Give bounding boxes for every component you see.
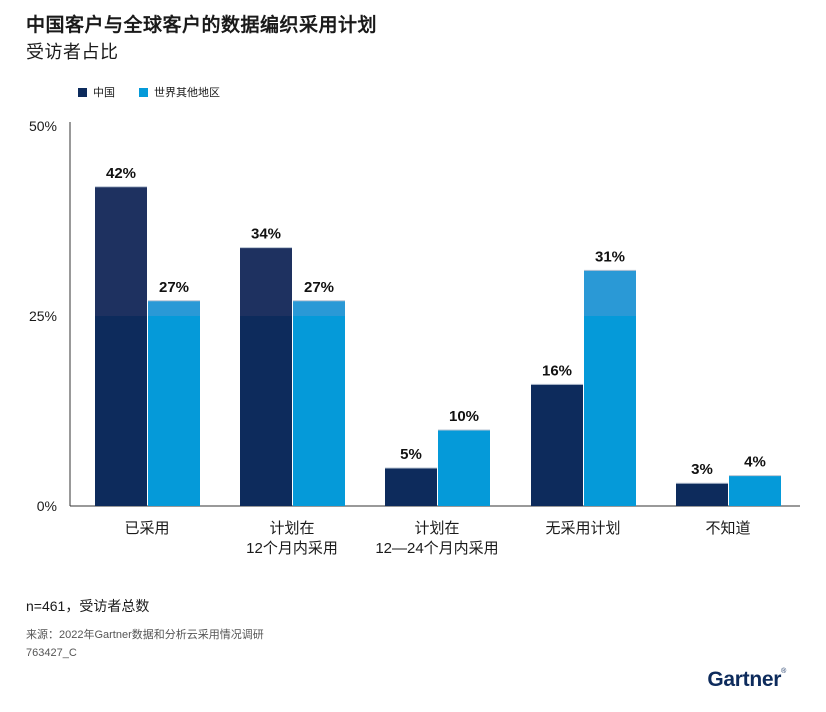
- bar-world: [729, 475, 781, 506]
- x-category-label: 计划在: [414, 520, 459, 537]
- legend-label-world: 世界其他地区: [154, 87, 220, 99]
- bar-world-upper: [293, 300, 345, 316]
- data-label-world: 27%: [304, 279, 334, 296]
- legend-swatch-china: [78, 87, 87, 97]
- x-category-label: 不知道: [705, 520, 750, 537]
- registered-mark: ®: [781, 668, 786, 675]
- legend-item-world: 世界其他地区: [139, 84, 220, 100]
- legend-swatch-world: [139, 87, 148, 97]
- legend-item-china: 中国: [78, 84, 115, 100]
- bar-china: [240, 316, 292, 506]
- sample-size-note: n=461，受访者总数: [26, 598, 150, 614]
- gartner-logo-text: Gartner: [707, 668, 782, 691]
- bar-world: [293, 316, 345, 506]
- legend: 中国 世界其他地区: [78, 84, 220, 100]
- bar-world: [148, 316, 200, 506]
- data-label-world: 10%: [449, 408, 479, 425]
- data-label-china: 5%: [400, 446, 422, 463]
- data-label-china: 3%: [691, 461, 713, 478]
- x-category-label: 已采用: [124, 520, 169, 537]
- bar-world-upper: [148, 300, 200, 316]
- data-label-world: 31%: [595, 248, 625, 265]
- y-tick-label: 0%: [37, 498, 57, 514]
- chart-title: 中国客户与全球客户的数据编织采用计划: [26, 15, 378, 36]
- data-label-world: 4%: [744, 454, 766, 471]
- bar-world: [438, 430, 490, 506]
- bar-china: [531, 384, 583, 506]
- figure-id: 763427_C: [26, 647, 77, 659]
- y-tick-label: 50%: [29, 118, 57, 134]
- bar-world-upper: [584, 270, 636, 316]
- legend-label-china: 中国: [93, 87, 115, 99]
- data-label-china: 16%: [542, 362, 572, 379]
- chart-subtitle: 受访者占比: [26, 42, 119, 62]
- x-category-label: 12—24个月内采用: [375, 540, 498, 557]
- x-category-label: 12个月内采用: [246, 540, 338, 557]
- source-note: 来源：2022年Gartner数据和分析云采用情况调研: [26, 629, 264, 641]
- data-label-china: 34%: [251, 226, 281, 243]
- data-label-world: 27%: [159, 279, 189, 296]
- bar-china-upper: [95, 186, 147, 316]
- gartner-logo: Gartner®: [707, 668, 786, 692]
- x-category-label: 计划在: [269, 520, 314, 537]
- bar-china: [676, 483, 728, 506]
- bar-chart: 0% 25% 50% 42% 34% 5% 16% 3% 27% 27% 10% 31% 4% 已采用 计划…: [29, 118, 800, 557]
- bar-china: [385, 468, 437, 506]
- bar-china-upper: [240, 247, 292, 316]
- bar-world: [584, 316, 636, 506]
- bar-china: [95, 316, 147, 506]
- data-label-china: 42%: [106, 165, 136, 182]
- y-tick-label: 25%: [29, 308, 57, 324]
- x-category-label: 无采用计划: [545, 520, 620, 537]
